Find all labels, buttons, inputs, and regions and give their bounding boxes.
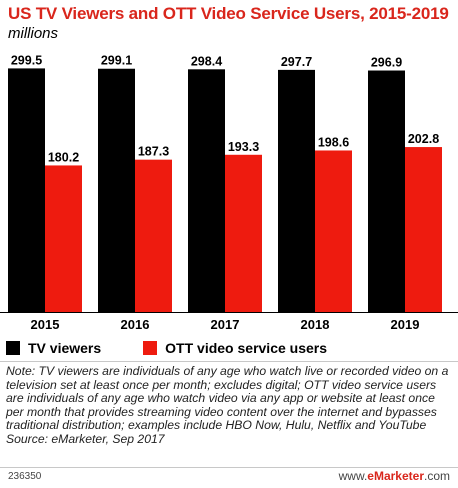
bar-tv-viewers-2015 <box>8 68 45 312</box>
data-label-tv-viewers-2017: 298.4 <box>191 54 222 68</box>
data-label-ott-users-2016: 187.3 <box>138 145 169 159</box>
legend-item-ott-users: OTT video service users <box>143 340 327 356</box>
note-text: Note: TV viewers are individuals of any … <box>6 364 449 432</box>
x-tick-label-2019: 2019 <box>391 317 420 332</box>
emarketer-link[interactable]: www.eMarketer.com <box>339 469 450 483</box>
x-tick-label-2018: 2018 <box>301 317 330 332</box>
divider-top <box>0 361 458 362</box>
chart-subtitle: millions <box>8 25 59 42</box>
chart-id: 236350 <box>8 471 42 482</box>
legend-swatch-tv-viewers <box>6 341 20 355</box>
data-label-ott-users-2019: 202.8 <box>408 132 439 146</box>
chart-note: Note: TV viewers are individuals of any … <box>6 364 454 446</box>
chart-title: US TV Viewers and OTT Video Service User… <box>8 4 449 23</box>
bar-tv-viewers-2019 <box>368 70 405 312</box>
x-tick-label-2015: 2015 <box>31 317 60 332</box>
legend-label-tv-viewers: TV viewers <box>28 340 102 356</box>
bar-ott-users-2018 <box>315 150 352 312</box>
bar-tv-viewers-2016 <box>98 68 135 313</box>
bar-tv-viewers-2017 <box>188 69 225 312</box>
url-brand: eMarketer <box>367 469 424 483</box>
data-label-ott-users-2015: 180.2 <box>48 150 79 164</box>
bar-ott-users-2016 <box>135 159 172 312</box>
data-label-ott-users-2017: 193.3 <box>228 140 259 154</box>
x-tick-label-2016: 2016 <box>121 317 150 332</box>
legend-item-tv-viewers: TV viewers <box>6 340 101 356</box>
data-label-tv-viewers-2019: 296.9 <box>371 56 402 70</box>
data-label-ott-users-2018: 198.6 <box>318 135 349 149</box>
bar-tv-viewers-2018 <box>278 69 315 312</box>
data-label-tv-viewers-2018: 297.7 <box>281 55 312 69</box>
url-suffix: .com <box>423 469 450 483</box>
bar-ott-users-2019 <box>405 147 442 312</box>
divider-bottom <box>0 467 458 468</box>
legend-label-ott-users: OTT video service users <box>165 340 328 356</box>
bar-ott-users-2017 <box>225 154 262 312</box>
data-label-tv-viewers-2016: 299.1 <box>101 54 132 68</box>
bar-ott-users-2015 <box>45 165 82 312</box>
data-label-tv-viewers-2015: 299.5 <box>11 53 42 67</box>
bar-chart: 299.5 180.2 2015 299.1 187.3 2016 298.4 193.3 20… <box>0 53 458 332</box>
source-text: Source: eMarketer, Sep 2017 <box>6 431 165 446</box>
x-tick-label-2017: 2017 <box>211 317 240 332</box>
url-prefix: www. <box>338 469 368 483</box>
chart-legend: TV viewers OTT video service users <box>6 339 327 357</box>
legend-swatch-ott-users <box>143 341 158 355</box>
